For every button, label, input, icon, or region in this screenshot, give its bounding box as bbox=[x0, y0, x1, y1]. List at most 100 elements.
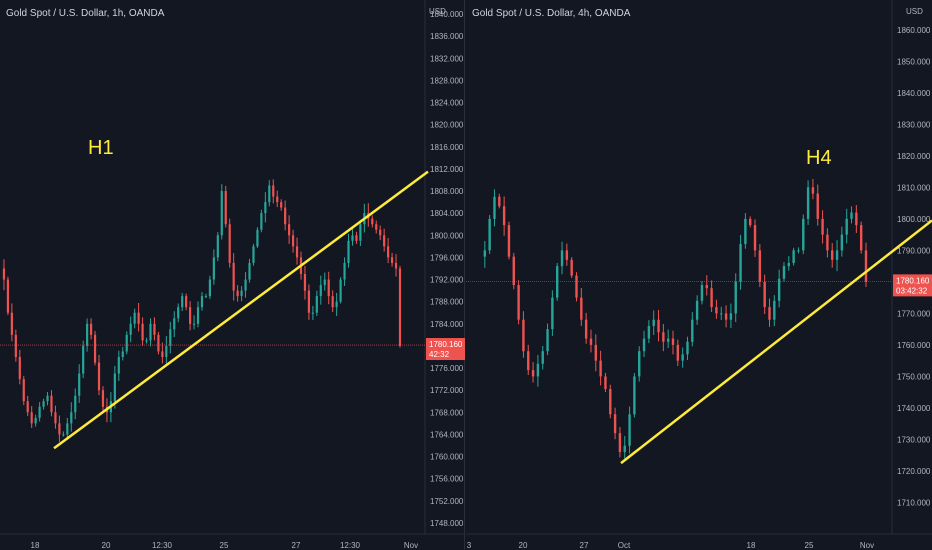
h4-candle-body bbox=[744, 218, 747, 245]
h4-y-tick-label: 1840.000 bbox=[897, 89, 931, 98]
h1-candle-body bbox=[390, 257, 394, 263]
h1-x-tick-label: Nov bbox=[404, 541, 418, 550]
h1-candle-body bbox=[355, 235, 358, 241]
h4-candle-body bbox=[734, 281, 737, 314]
h4-x-tick-label: Oct bbox=[618, 541, 631, 550]
h1-candle-body bbox=[86, 323, 89, 346]
h4-candle-body bbox=[773, 300, 776, 320]
h4-candle-body bbox=[584, 319, 588, 339]
h4-candle-body bbox=[831, 250, 834, 260]
h1-candle-body bbox=[14, 334, 17, 357]
h4-y-tick-label: 1730.000 bbox=[897, 435, 931, 444]
h4-candle-body bbox=[536, 363, 540, 377]
h1-candle-body bbox=[383, 235, 386, 247]
h4-candle-body bbox=[691, 319, 694, 342]
h4-x-tick-label: 25 bbox=[805, 541, 814, 550]
h1-candle-body bbox=[38, 406, 41, 418]
h1-y-tick-label: 1800.000 bbox=[430, 231, 464, 240]
h1-candle-body bbox=[311, 312, 314, 314]
h1-candle-body bbox=[50, 395, 53, 413]
h4-candle-body bbox=[604, 376, 607, 390]
h1-candle-body bbox=[165, 345, 168, 357]
h1-y-tick-label: 1760.000 bbox=[430, 453, 464, 462]
h1-x-tick-label: 25 bbox=[220, 541, 229, 550]
h1-y-tick-label: 1748.000 bbox=[430, 519, 464, 528]
h1-y-tick-label: 1808.000 bbox=[430, 187, 464, 196]
h4-y-tick-label: 1760.000 bbox=[897, 341, 931, 350]
h1-candle-body bbox=[331, 296, 334, 308]
h4-candle-body bbox=[792, 250, 795, 263]
h1-candle-body bbox=[335, 301, 338, 308]
h1-x-tick-label: 18 bbox=[31, 541, 40, 550]
h4-candle-body bbox=[565, 250, 569, 260]
h4-last-price-badge bbox=[893, 274, 932, 297]
h1-candle-body bbox=[97, 362, 101, 391]
h1-y-tick-label: 1788.000 bbox=[430, 298, 464, 307]
h1-y-tick-label: 1752.000 bbox=[430, 497, 464, 506]
h1-candle-body bbox=[125, 334, 128, 352]
chart-legend-h4: Gold Spot / U.S. Dollar, 4h, OANDA bbox=[472, 8, 631, 19]
h1-candle-body bbox=[208, 279, 212, 297]
h4-candle-body bbox=[850, 212, 853, 219]
h4-y-tick-label: 1850.000 bbox=[897, 57, 931, 66]
h4-candle-body bbox=[638, 351, 641, 377]
h1-y-tick-label: 1776.000 bbox=[430, 364, 464, 373]
h4-candle-body bbox=[642, 338, 646, 352]
h4-countdown-label: 03:42:32 bbox=[896, 286, 928, 295]
h4-candle-body bbox=[811, 187, 815, 194]
h4-trendline bbox=[620, 219, 932, 465]
h1-candle-body bbox=[78, 373, 81, 396]
h4-candle-body bbox=[628, 414, 631, 446]
h4-y-tick-label: 1860.000 bbox=[897, 26, 931, 35]
h4-candle-body bbox=[826, 234, 829, 251]
h4-candle-body bbox=[488, 218, 491, 251]
h1-candle-body bbox=[347, 240, 350, 263]
chart-svg-h1[interactable]: USD 1748.000 1752.000 1756.000 1760.000 1764.… bbox=[0, 0, 465, 550]
h1-currency-label: USD bbox=[429, 7, 446, 16]
h4-candle-body bbox=[859, 225, 863, 251]
h1-candle-body bbox=[161, 351, 164, 357]
h4-candle-body bbox=[715, 307, 718, 314]
h1-y-tick-label: 1816.000 bbox=[430, 143, 464, 152]
chart-panel-h4[interactable]: Gold Spot / U.S. Dollar, 4h, OANDA USD 17… bbox=[466, 0, 932, 550]
h1-candle-body bbox=[323, 279, 326, 286]
h4-candle-body bbox=[493, 196, 496, 219]
h4-candle-body bbox=[676, 344, 680, 361]
h1-y-tick-label: 1840.000 bbox=[430, 10, 464, 19]
h1-candle-body bbox=[240, 290, 243, 297]
h1-last-price-label: 1780.160 bbox=[429, 340, 463, 349]
h4-x-tick-label: Nov bbox=[860, 541, 874, 550]
h1-candle-body bbox=[288, 224, 291, 236]
h4-candle-body bbox=[618, 433, 622, 453]
h1-x-tick-label: 12:30 bbox=[340, 541, 361, 550]
h4-candle-body bbox=[855, 212, 858, 226]
h1-candle-body bbox=[196, 307, 200, 324]
h1-candle-body bbox=[89, 323, 93, 335]
h4-candle-body bbox=[507, 225, 511, 257]
h1-y-tick-label: 1772.000 bbox=[430, 386, 464, 395]
h1-candle-body bbox=[177, 307, 180, 319]
h4-candle-body bbox=[864, 250, 868, 282]
h1-candle-body bbox=[58, 423, 61, 435]
h1-candle-body bbox=[327, 279, 330, 297]
chart-svg-h4[interactable]: USD 1710.000 1720.000 1730.000 1740.000 1750.… bbox=[466, 0, 932, 550]
h4-candle-body bbox=[560, 250, 564, 267]
h4-candle-body bbox=[546, 329, 549, 352]
h1-y-tick-label: 1784.000 bbox=[430, 320, 464, 329]
h4-candle-body bbox=[821, 218, 824, 235]
h1-x-tick-label: 20 bbox=[102, 541, 111, 550]
h1-candle-body bbox=[54, 412, 57, 424]
h4-x-tick-label: 20 bbox=[519, 541, 528, 550]
h4-y-tick-label: 1770.000 bbox=[897, 309, 931, 318]
h4-candle-body bbox=[623, 445, 626, 453]
h4-y-tick-label: 1820.000 bbox=[897, 152, 931, 161]
h1-candle-body bbox=[82, 345, 85, 374]
h4-candle-body bbox=[739, 244, 742, 282]
h1-candle-body bbox=[74, 395, 77, 413]
h4-candle-body bbox=[768, 307, 771, 320]
chart-panel-h1[interactable]: Gold Spot / U.S. Dollar, 1h, OANDA USD 17… bbox=[0, 0, 465, 550]
h1-candle-body bbox=[26, 401, 29, 413]
h1-y-tick-label: 1796.000 bbox=[430, 253, 464, 262]
h4-candle-body bbox=[541, 351, 544, 364]
h1-candle-body bbox=[339, 279, 342, 302]
